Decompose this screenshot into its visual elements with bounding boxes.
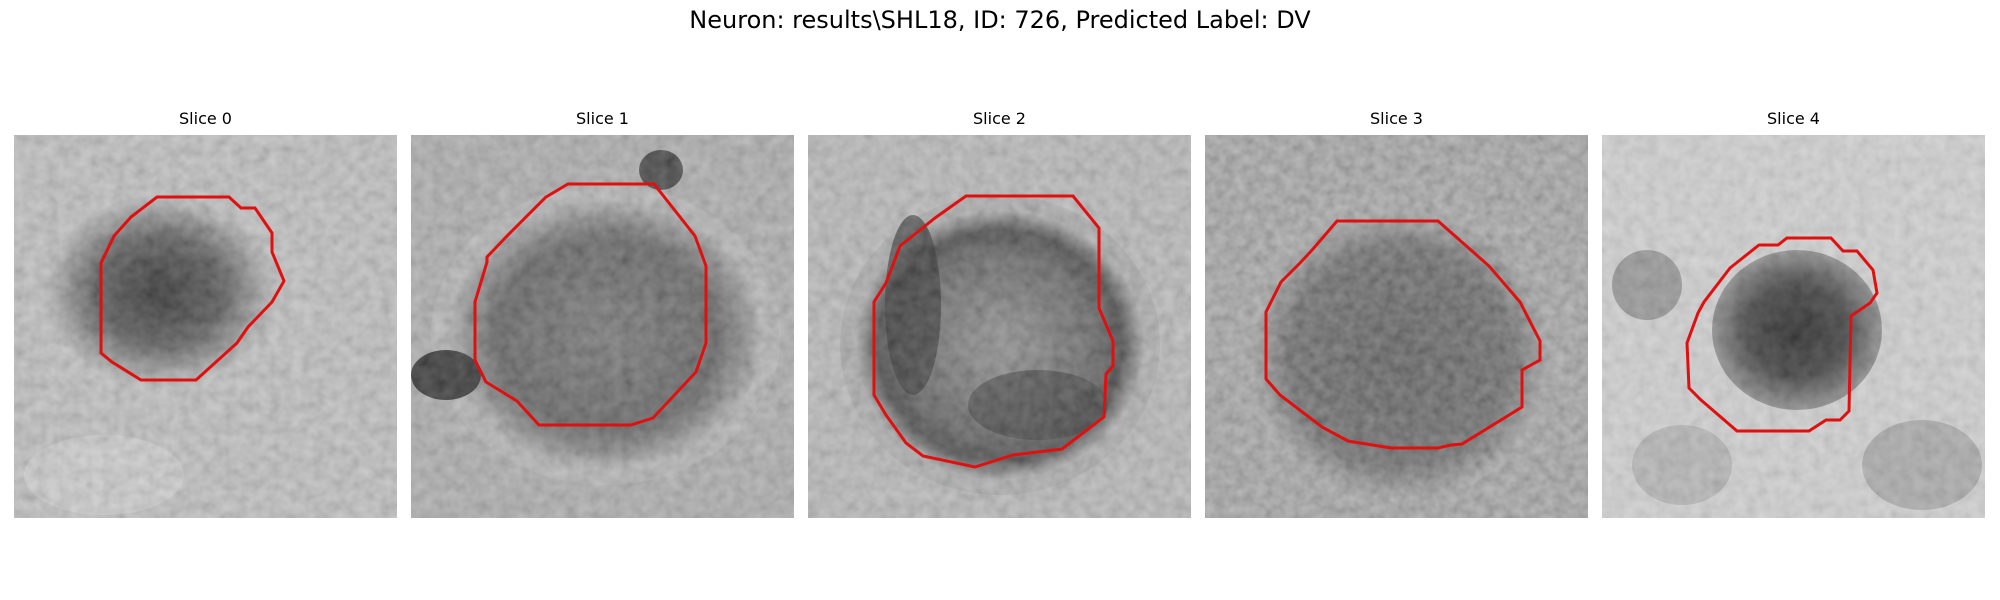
slice-0-contour bbox=[99, 195, 286, 382]
slice-3-image bbox=[1205, 135, 1588, 518]
slice-4-title: Slice 4 bbox=[1767, 109, 1820, 128]
slice-2-image bbox=[808, 135, 1191, 518]
slice-1-title: Slice 1 bbox=[576, 109, 629, 128]
slice-0-panel bbox=[14, 135, 397, 518]
slice-0-title: Slice 0 bbox=[179, 109, 232, 128]
slice-3-contour bbox=[1264, 219, 1542, 450]
figure-title: Neuron: results\SHL18, ID: 726, Predicte… bbox=[689, 6, 1311, 34]
slice-1-panel bbox=[411, 135, 794, 518]
slice-2-title: Slice 2 bbox=[973, 109, 1026, 128]
slice-4-contour bbox=[1685, 236, 1879, 433]
slice-3-panel bbox=[1205, 135, 1588, 518]
slice-3-title: Slice 3 bbox=[1370, 109, 1423, 128]
slice-1-contour bbox=[473, 182, 708, 427]
slice-2-contour bbox=[872, 194, 1115, 469]
slice-4-image bbox=[1602, 135, 1985, 518]
slice-1-image bbox=[411, 135, 794, 518]
slice-0-image bbox=[14, 135, 397, 518]
slice-2-panel bbox=[808, 135, 1191, 518]
slice-4-panel bbox=[1602, 135, 1985, 518]
